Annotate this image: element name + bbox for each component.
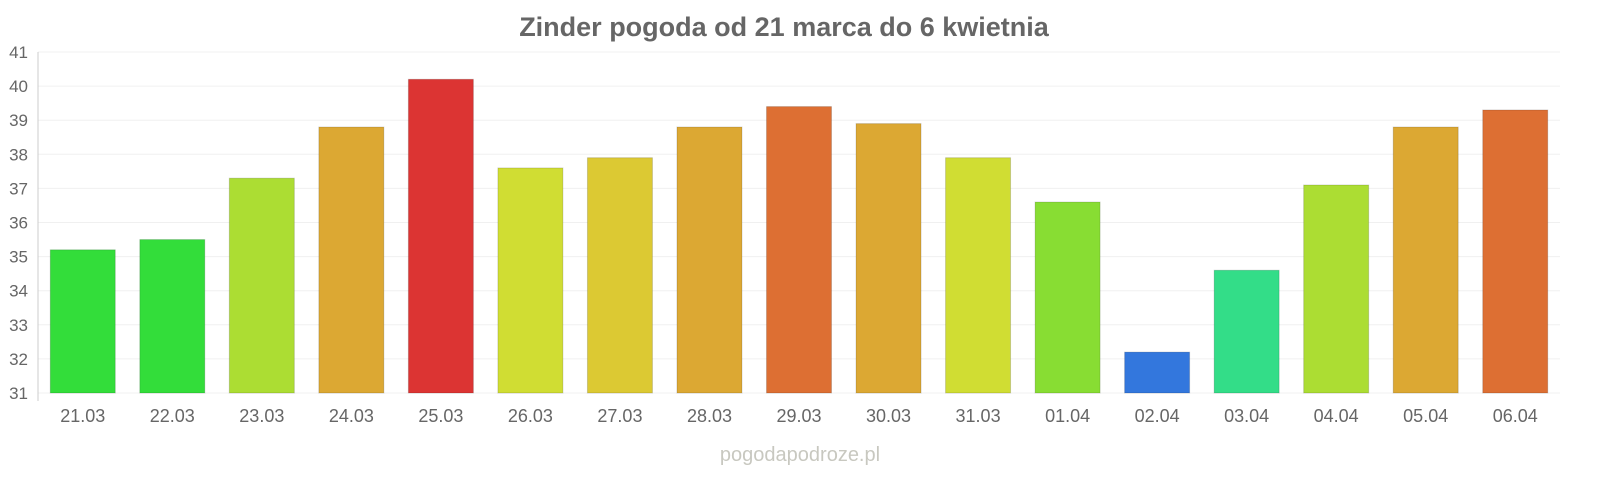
y-tick-label: 31 — [9, 384, 28, 403]
bar-27.03[interactable] — [586, 157, 653, 394]
x-tick-label: 03.04 — [1224, 406, 1269, 426]
y-tick-label: 35 — [9, 248, 28, 267]
x-tick-label: 24.03 — [329, 406, 374, 426]
bar-31.03[interactable] — [945, 157, 1012, 394]
bar-30.03[interactable] — [855, 123, 922, 394]
watermark: pogodapodroze.pl — [720, 444, 880, 466]
bar-02.04[interactable] — [1124, 351, 1191, 394]
y-tick-label: 33 — [9, 316, 28, 335]
bar-21.03[interactable] — [49, 249, 116, 394]
bar-06.04[interactable] — [1482, 109, 1549, 394]
chart-title: Zinder pogoda od 21 marca do 6 kwietnia — [519, 12, 1050, 42]
x-tick-label: 06.04 — [1493, 406, 1538, 426]
x-tick-label: 29.03 — [776, 406, 821, 426]
y-tick-label: 40 — [9, 77, 28, 96]
x-tick-label: 23.03 — [239, 406, 284, 426]
x-tick-label: 27.03 — [597, 406, 642, 426]
bar-23.03[interactable] — [228, 177, 295, 394]
y-tick-label: 39 — [9, 111, 28, 130]
x-tick-label: 02.04 — [1135, 406, 1180, 426]
bar-05.04[interactable] — [1392, 126, 1459, 394]
bar-29.03[interactable] — [766, 106, 832, 394]
x-tick-label: 05.04 — [1403, 406, 1448, 426]
x-tick-label: 26.03 — [508, 406, 553, 426]
x-tick-label: 28.03 — [687, 406, 732, 426]
bar-25.03[interactable] — [407, 78, 474, 394]
bar-03.04[interactable] — [1213, 269, 1280, 394]
x-tick-label: 04.04 — [1314, 406, 1359, 426]
y-tick-label: 32 — [9, 350, 28, 369]
x-tick-label: 31.03 — [956, 406, 1001, 426]
x-tick-label: 21.03 — [60, 406, 105, 426]
y-tick-label: 38 — [9, 145, 28, 164]
bar-04.04[interactable] — [1303, 184, 1370, 394]
x-tick-label: 25.03 — [418, 406, 463, 426]
x-tick-label: 01.04 — [1045, 406, 1090, 426]
bar-26.03[interactable] — [497, 167, 564, 394]
bar-28.03[interactable] — [676, 126, 743, 394]
bar-01.04[interactable] — [1034, 201, 1101, 394]
bar-24.03[interactable] — [318, 126, 385, 394]
y-tick-label: 36 — [9, 214, 28, 233]
x-tick-label: 22.03 — [150, 406, 195, 426]
x-tick-label: 30.03 — [866, 406, 911, 426]
y-tick-label: 41 — [9, 43, 28, 62]
bar-22.03[interactable] — [139, 239, 206, 394]
y-tick-label: 37 — [9, 179, 28, 198]
y-tick-label: 34 — [9, 282, 28, 301]
